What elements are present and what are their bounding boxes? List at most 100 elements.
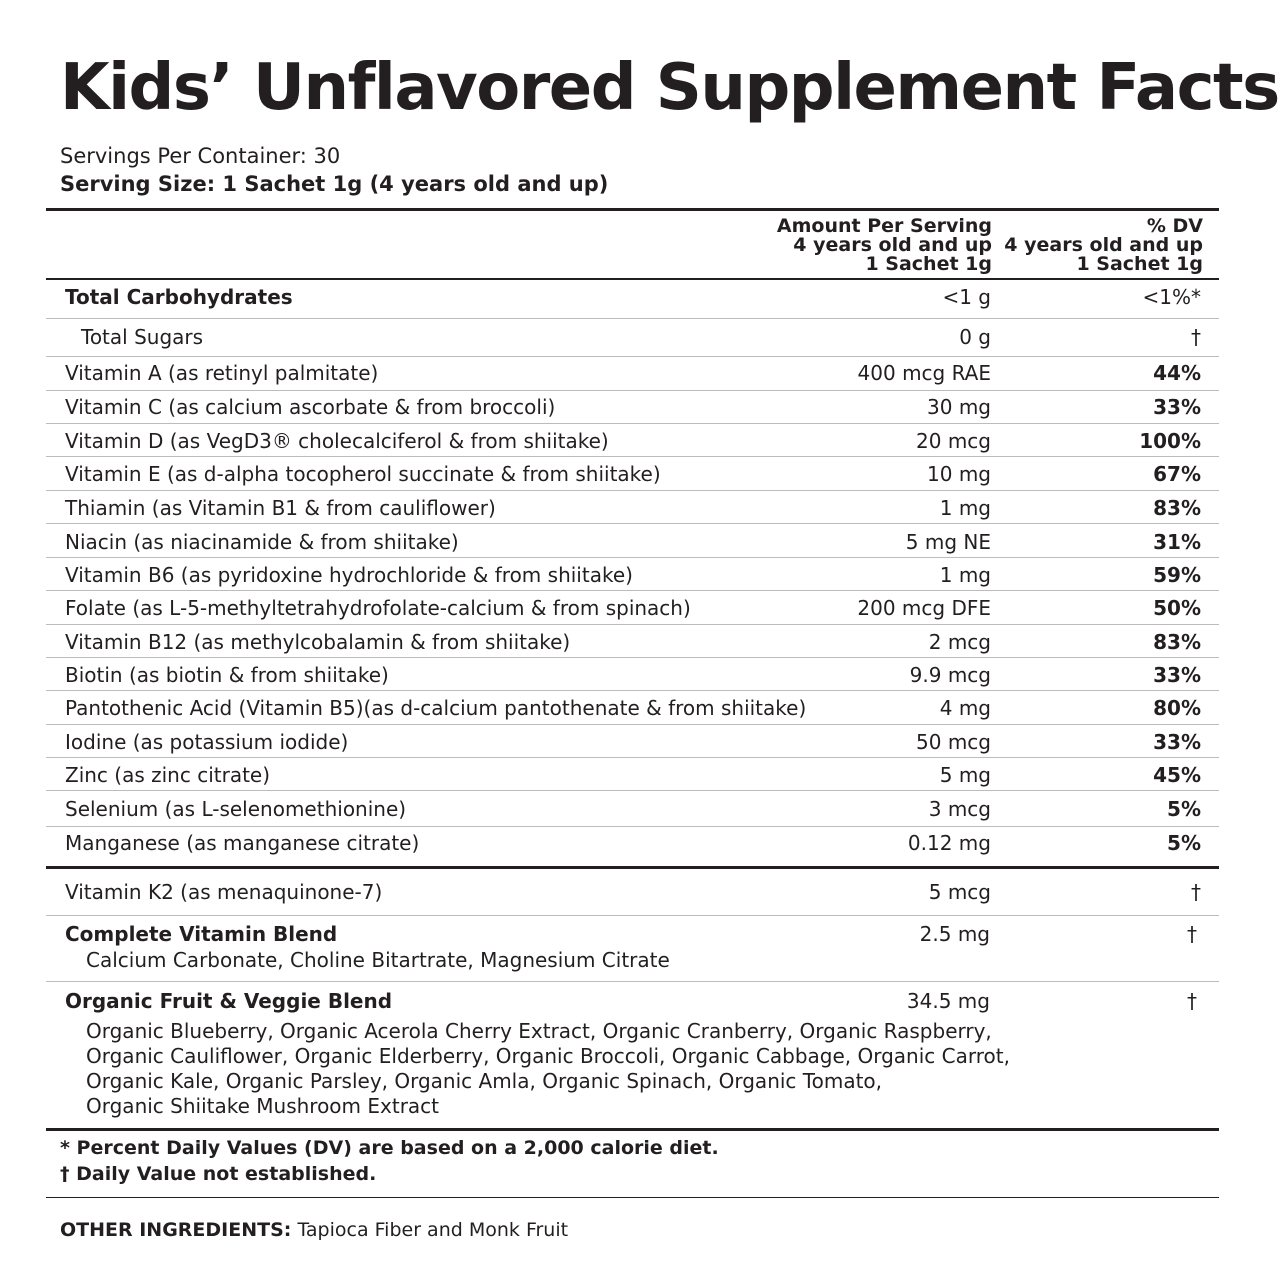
table-row: Folate (as L-5-methyltetrahydrofolate-ca…	[46, 596, 1219, 622]
footnote-rule	[46, 1128, 1219, 1131]
dv-header: % DV 4 years old and up 1 Sachet 1g	[1004, 217, 1203, 274]
row-divider	[46, 757, 1219, 758]
nutrient-amount: 400 mcg RAE	[857, 361, 991, 385]
nutrient-dv: 50%	[1153, 596, 1201, 620]
table-row: Vitamin D (as VegD3® cholecalciferol & f…	[46, 429, 1219, 455]
row-divider	[46, 423, 1219, 424]
row-divider	[46, 390, 1219, 391]
row-divider	[46, 790, 1219, 791]
nutrient-dv: 31%	[1153, 530, 1201, 554]
nutrient-amount: 2 mcg	[928, 630, 991, 654]
other-ingredients-label: OTHER INGREDIENTS:	[60, 1219, 292, 1241]
nutrient-dv: 45%	[1153, 763, 1201, 787]
nutrient-dv: †	[1191, 325, 1201, 349]
table-row: Iodine (as potassium iodide) 50 mcg 33%	[46, 730, 1219, 756]
table-row: Pantothenic Acid (Vitamin B5)(as d-calci…	[46, 696, 1219, 722]
table-row: Selenium (as L-selenomethionine) 3 mcg 5%	[46, 797, 1219, 823]
table-row: Vitamin B6 (as pyridoxine hydrochloride …	[46, 563, 1219, 589]
nutrient-name: Vitamin C (as calcium ascorbate & from b…	[65, 395, 556, 419]
other-ingredients-text: Tapioca Fiber and Monk Fruit	[297, 1219, 569, 1241]
amount-header-line: 1 Sachet 1g	[865, 253, 992, 275]
nutrient-dv: 83%	[1153, 496, 1201, 520]
nutrient-name: Vitamin D (as VegD3® cholecalciferol & f…	[65, 429, 609, 453]
nutrient-name: Vitamin K2 (as menaquinone-7)	[65, 880, 383, 904]
dv-header-line: 4 years old and up	[1004, 234, 1203, 256]
table-row: Vitamin B12 (as methylcobalamin & from s…	[46, 630, 1219, 656]
dv-header-line: 1 Sachet 1g	[1076, 253, 1203, 275]
row-divider	[46, 981, 1219, 982]
nutrient-name: Pantothenic Acid (Vitamin B5)(as d-calci…	[65, 696, 807, 720]
footnote-dagger: † Daily Value not established.	[60, 1163, 377, 1185]
fruit-blend-amount: 34.5 mg	[906, 989, 990, 1013]
table-row: Vitamin C (as calcium ascorbate & from b…	[46, 395, 1219, 421]
row-divider	[46, 724, 1219, 725]
row-divider	[46, 624, 1219, 625]
nutrient-amount: 50 mcg	[916, 730, 991, 754]
nutrient-name: Manganese (as manganese citrate)	[65, 831, 420, 855]
table-row: Total Carbohydrates <1 g <1%*	[46, 285, 1219, 311]
ingredient-line: Organic Blueberry, Organic Acerola Cherr…	[86, 1019, 992, 1043]
nutrient-dv: 33%	[1153, 730, 1201, 754]
amount-header-line: 4 years old and up	[793, 234, 992, 256]
section-rule	[46, 866, 1219, 869]
nutrient-name: Total Sugars	[81, 325, 204, 349]
nutrient-name: Biotin (as biotin & from shiitake)	[65, 663, 389, 687]
nutrient-name: Zinc (as zinc citrate)	[65, 763, 271, 787]
nutrient-dv: 67%	[1153, 462, 1201, 486]
table-row: Biotin (as biotin & from shiitake) 9.9 mc…	[46, 663, 1219, 689]
vitamin-blend-amount: 2.5 mg	[919, 922, 990, 946]
row-divider	[46, 356, 1219, 357]
row-divider	[46, 456, 1219, 457]
nutrient-amount: 1 mg	[939, 496, 991, 520]
nutrient-name: Total Carbohydrates	[65, 285, 293, 309]
nutrient-amount: 10 mg	[927, 462, 991, 486]
nutrient-amount: 200 mcg DFE	[857, 596, 991, 620]
top-rule	[46, 208, 1219, 211]
row-divider	[46, 826, 1219, 827]
table-row: Vitamin E (as d-alpha tocopherol succina…	[46, 462, 1219, 488]
nutrient-dv: 5%	[1167, 797, 1201, 821]
row-divider	[46, 590, 1219, 591]
fruit-blend-dv: †	[1187, 989, 1197, 1013]
row-divider	[46, 318, 1219, 319]
nutrient-amount: 9.9 mcg	[909, 663, 991, 687]
serving-size: Serving Size: 1 Sachet 1g (4 years old a…	[60, 172, 609, 196]
nutrient-amount: 5 mcg	[928, 880, 991, 904]
ingredient-line: Organic Kale, Organic Parsley, Organic A…	[86, 1069, 883, 1093]
table-row: Thiamin (as Vitamin B1 & from cauliflowe…	[46, 496, 1219, 522]
nutrient-name: Iodine (as potassium iodide)	[65, 730, 349, 754]
other-ingredients: OTHER INGREDIENTS: Tapioca Fiber and Mon…	[60, 1219, 568, 1241]
nutrient-name: Selenium (as L-selenomethionine)	[65, 797, 407, 821]
nutrient-name: Vitamin B6 (as pyridoxine hydrochloride …	[65, 563, 633, 587]
row-divider	[46, 690, 1219, 691]
header-rule	[46, 278, 1219, 280]
fruit-blend-ingredients: Organic Blueberry, Organic Acerola Cherr…	[86, 1019, 1016, 1119]
row-divider	[46, 557, 1219, 558]
nutrient-name: Folate (as L-5-methyltetrahydrofolate-ca…	[65, 596, 691, 620]
servings-per-container: Servings Per Container: 30	[60, 144, 341, 168]
nutrient-dv: 33%	[1153, 663, 1201, 687]
table-row: Manganese (as manganese citrate) 0.12 mg 5…	[46, 831, 1219, 857]
nutrient-amount: 4 mg	[939, 696, 991, 720]
row-divider	[46, 657, 1219, 658]
nutrient-name: Niacin (as niacinamide & from shiitake)	[65, 530, 459, 554]
nutrient-amount: 30 mg	[927, 395, 991, 419]
nutrient-dv: †	[1191, 880, 1201, 904]
nutrient-dv: 100%	[1139, 429, 1201, 453]
vitamin-blend-ingredients: Calcium Carbonate, Choline Bitartrate, M…	[86, 948, 670, 972]
nutrient-name: Vitamin A (as retinyl palmitate)	[65, 361, 379, 385]
nutrient-amount: 3 mcg	[928, 797, 991, 821]
vitamin-blend-title: Complete Vitamin Blend	[65, 922, 338, 946]
footnote-dv: * Percent Daily Values (DV) are based on…	[60, 1137, 719, 1159]
table-row-vitamin-k2: Vitamin K2 (as menaquinone-7) 5 mcg †	[46, 880, 1219, 906]
table-row: Zinc (as zinc citrate) 5 mg 45%	[46, 763, 1219, 789]
page-title: Kids’ Unflavored Supplement Facts	[60, 51, 1280, 125]
nutrient-dv: 59%	[1153, 563, 1201, 587]
nutrient-amount: 1 mg	[939, 563, 991, 587]
nutrient-amount: 5 mg NE	[905, 530, 991, 554]
fruit-blend-title: Organic Fruit & Veggie Blend	[65, 989, 393, 1013]
nutrient-dv: 80%	[1153, 696, 1201, 720]
amount-per-serving-header: Amount Per Serving 4 years old and up 1 …	[777, 217, 992, 274]
nutrient-dv: 5%	[1167, 831, 1201, 855]
